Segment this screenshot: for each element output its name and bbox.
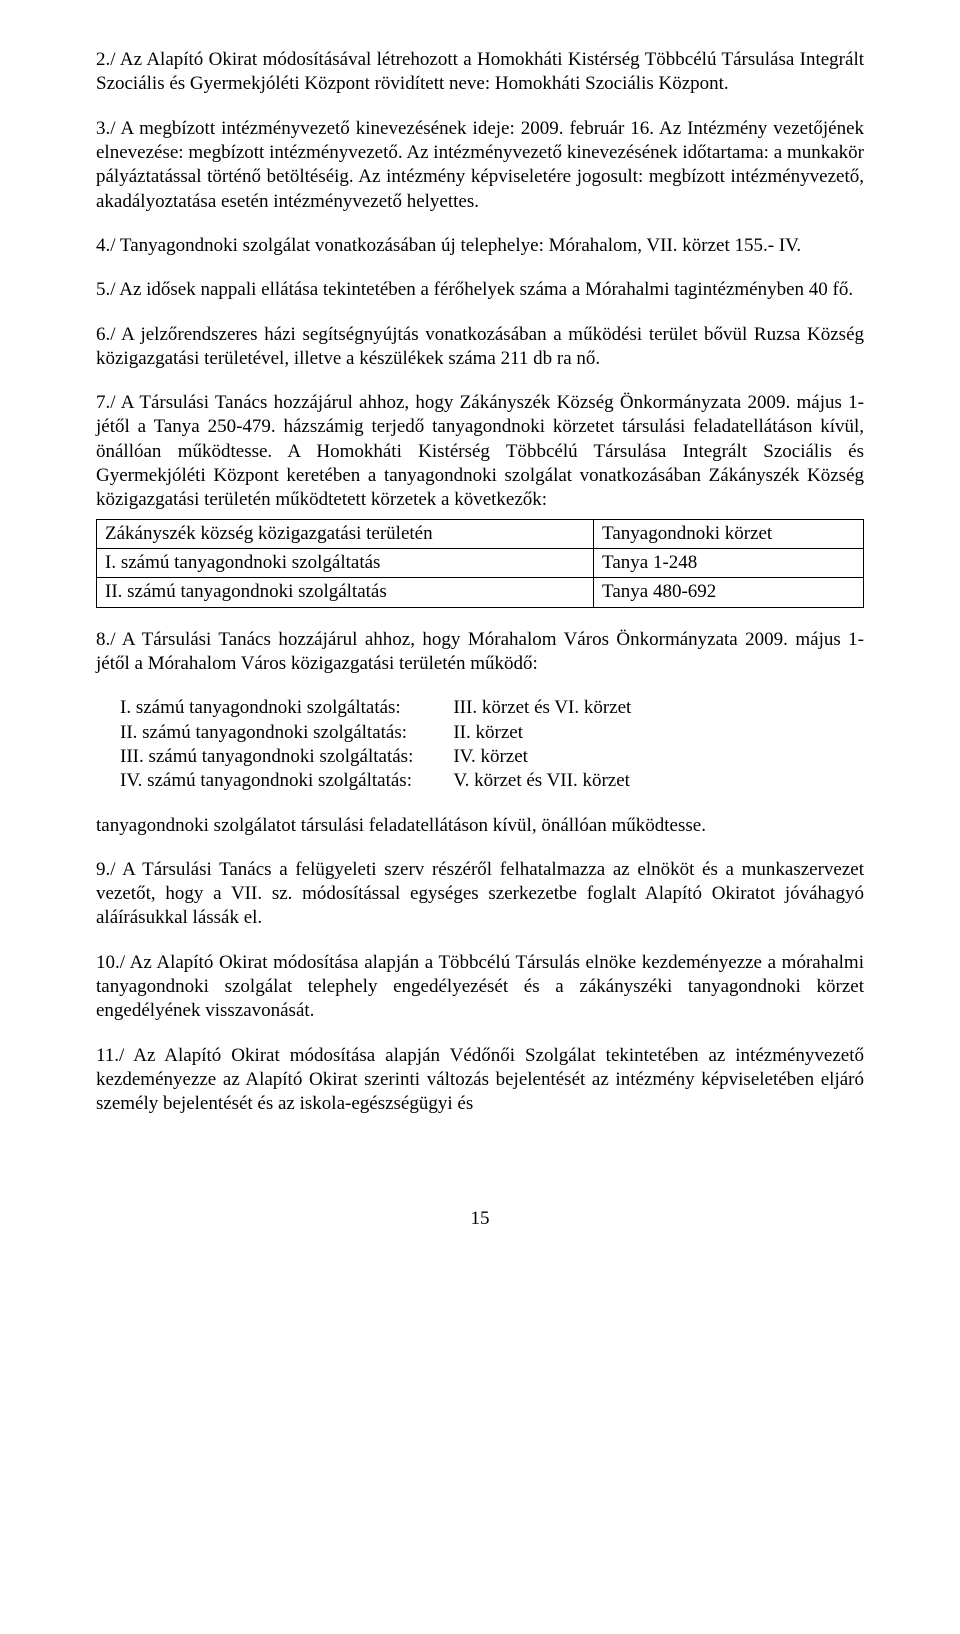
table-row: Zákányszék község közigazgatási területé…	[97, 519, 864, 548]
table-cell: Zákányszék község közigazgatási területé…	[97, 519, 594, 548]
list-item: V. körzet és VII. körzet	[453, 769, 631, 793]
paragraph-9: 9./ A Társulási Tanács a felügyeleti sze…	[96, 858, 864, 931]
service-list-right: III. körzet és VI. körzet II. körzet IV.…	[453, 696, 631, 793]
service-list: I. számú tanyagondnoki szolgáltatás: II.…	[96, 696, 864, 793]
table-korzetek: Zákányszék község közigazgatási területé…	[96, 519, 864, 608]
paragraph-2: 2./ Az Alapító Okirat módosításával létr…	[96, 48, 864, 97]
paragraph-11: 11./ Az Alapító Okirat módosítása alapjá…	[96, 1044, 864, 1117]
paragraph-7: 7./ A Társulási Tanács hozzájárul ahhoz,…	[96, 391, 864, 513]
page-number: 15	[96, 1207, 864, 1231]
table-row: II. számú tanyagondnoki szolgáltatás Tan…	[97, 578, 864, 607]
table-cell: Tanya 1-248	[594, 549, 864, 578]
list-item: I. számú tanyagondnoki szolgáltatás:	[120, 696, 413, 720]
paragraph-3: 3./ A megbízott intézményvezető kinevezé…	[96, 117, 864, 214]
paragraph-5: 5./ Az idősek nappali ellátása tekinteté…	[96, 278, 864, 302]
service-list-left: I. számú tanyagondnoki szolgáltatás: II.…	[120, 696, 413, 793]
document-page: 2./ Az Alapító Okirat módosításával létr…	[0, 0, 960, 1634]
list-item: IV. számú tanyagondnoki szolgáltatás:	[120, 769, 413, 793]
list-item: II. számú tanyagondnoki szolgáltatás:	[120, 721, 413, 745]
paragraph-8b: tanyagondnoki szolgálatot társulási fela…	[96, 814, 864, 838]
table-cell: II. számú tanyagondnoki szolgáltatás	[97, 578, 594, 607]
paragraph-10: 10./ Az Alapító Okirat módosítása alapjá…	[96, 951, 864, 1024]
paragraph-6: 6./ A jelzőrendszeres házi segítségnyújt…	[96, 323, 864, 372]
list-item: III. számú tanyagondnoki szolgáltatás:	[120, 745, 413, 769]
list-item: III. körzet és VI. körzet	[453, 696, 631, 720]
paragraph-4: 4./ Tanyagondnoki szolgálat vonatkozásáb…	[96, 234, 864, 258]
list-item: II. körzet	[453, 721, 631, 745]
table-row: I. számú tanyagondnoki szolgáltatás Tany…	[97, 549, 864, 578]
table-cell: I. számú tanyagondnoki szolgáltatás	[97, 549, 594, 578]
table-cell: Tanyagondnoki körzet	[594, 519, 864, 548]
paragraph-8: 8./ A Társulási Tanács hozzájárul ahhoz,…	[96, 628, 864, 677]
list-item: IV. körzet	[453, 745, 631, 769]
table-cell: Tanya 480-692	[594, 578, 864, 607]
